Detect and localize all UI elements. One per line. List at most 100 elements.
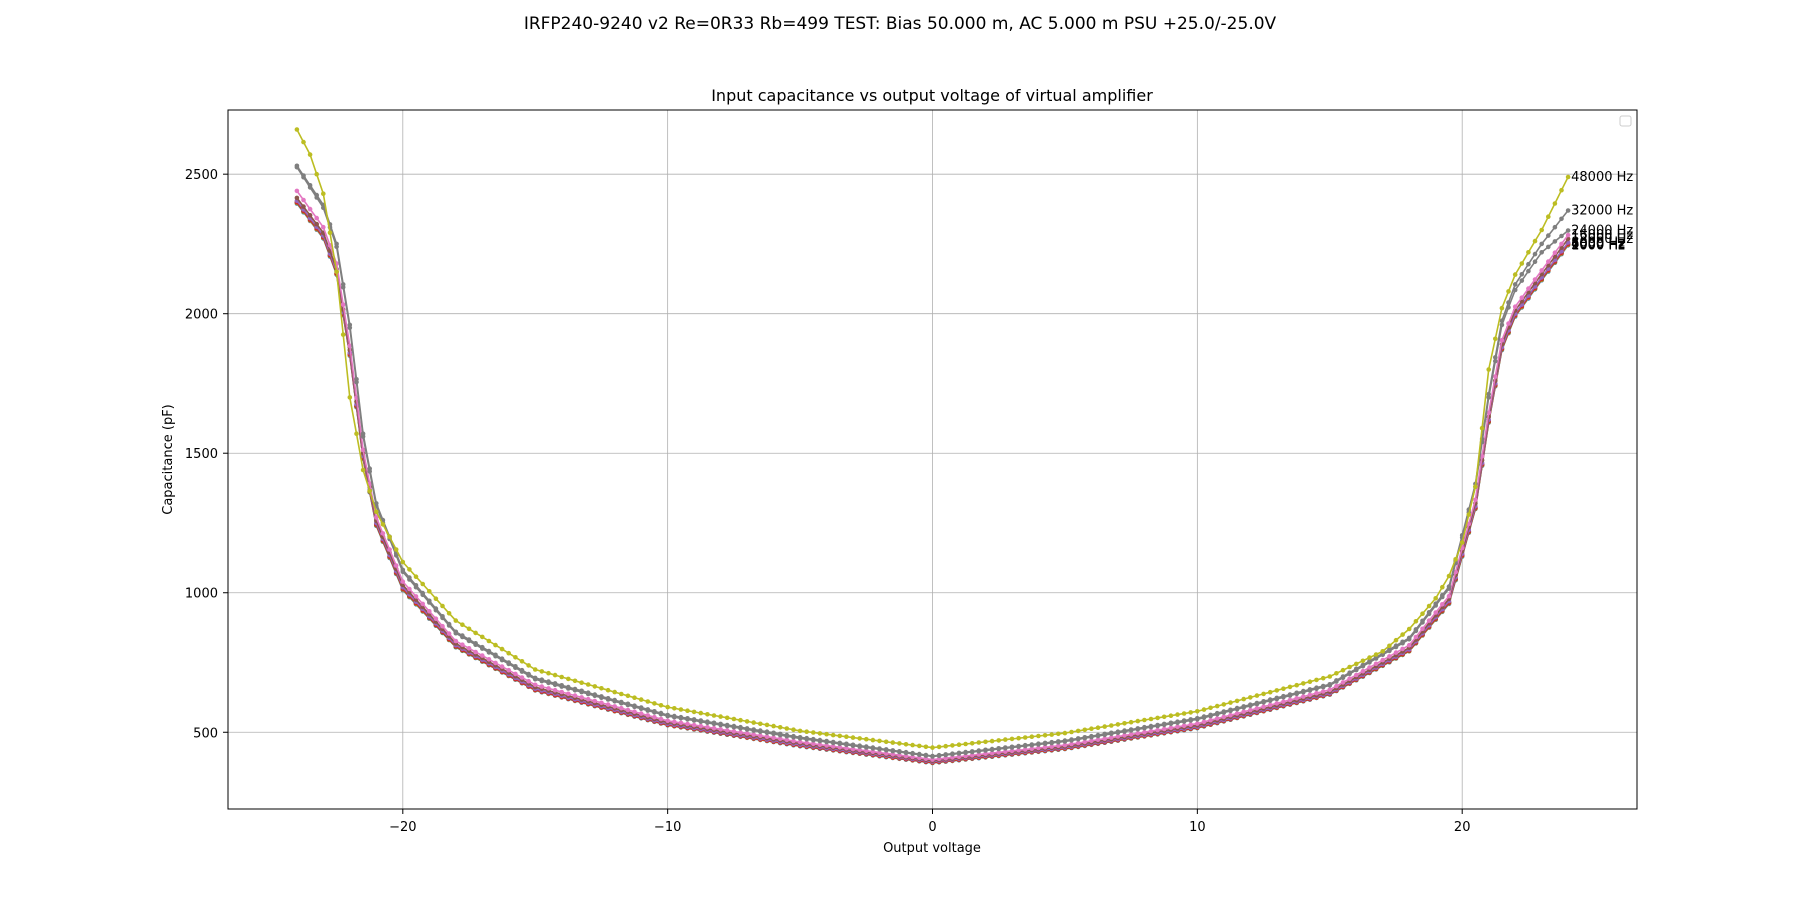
data-point <box>1559 233 1564 239</box>
data-point <box>1115 722 1121 727</box>
data-point <box>698 723 704 729</box>
data-point <box>1334 671 1339 676</box>
data-point <box>1406 626 1412 632</box>
data-point <box>539 684 545 689</box>
data-point <box>1420 618 1425 624</box>
data-point <box>1009 748 1015 754</box>
data-point <box>698 718 704 723</box>
data-point <box>1446 573 1452 579</box>
data-point <box>493 652 498 658</box>
data-point <box>1380 657 1385 663</box>
data-point <box>486 648 492 654</box>
data-point <box>1393 643 1399 648</box>
x-tick-label: 10 <box>1189 820 1206 835</box>
data-point <box>1546 244 1551 250</box>
data-point <box>1565 228 1571 233</box>
data-point <box>294 163 300 169</box>
data-point <box>804 740 809 746</box>
data-point <box>804 735 809 741</box>
data-point <box>1499 337 1505 343</box>
data-point <box>605 696 611 701</box>
data-point <box>784 726 790 731</box>
data-point <box>963 753 968 759</box>
data-point <box>1274 688 1280 693</box>
data-point <box>883 747 889 752</box>
data-point <box>817 742 823 747</box>
data-point <box>1056 743 1061 749</box>
data-point <box>499 656 505 661</box>
data-point <box>599 700 604 706</box>
data-point <box>625 701 631 707</box>
data-point <box>605 702 611 707</box>
data-point <box>678 707 684 712</box>
data-point <box>486 638 492 644</box>
data-point <box>665 704 670 710</box>
data-point <box>559 674 564 680</box>
data-point <box>658 703 664 708</box>
data-point <box>791 733 796 739</box>
data-point <box>1095 737 1101 742</box>
data-point <box>930 753 935 759</box>
data-point <box>917 755 922 761</box>
data-point <box>453 638 459 644</box>
data-point <box>817 737 823 743</box>
data-point <box>672 713 677 719</box>
data-point <box>943 752 948 757</box>
x-tick-label: −10 <box>654 820 681 835</box>
data-point <box>1506 321 1511 326</box>
data-point <box>480 644 485 650</box>
data-point <box>1420 626 1425 632</box>
data-point <box>1327 674 1333 679</box>
data-point <box>1360 662 1366 668</box>
data-point <box>519 675 525 680</box>
data-point <box>1142 724 1147 730</box>
data-point <box>771 723 776 729</box>
data-point <box>969 741 975 746</box>
data-point <box>837 745 843 750</box>
data-point <box>1281 699 1286 704</box>
data-point <box>691 709 697 715</box>
data-point <box>552 687 558 693</box>
data-point <box>718 727 723 732</box>
data-point <box>1267 702 1273 708</box>
data-point <box>1122 721 1127 726</box>
data-point <box>897 749 902 754</box>
series-end-label: 32000 Hz <box>1571 203 1633 218</box>
data-point <box>1234 705 1240 711</box>
data-point <box>592 684 598 689</box>
data-point <box>1453 557 1458 562</box>
data-point <box>844 745 849 751</box>
data-point <box>1294 682 1299 688</box>
data-point <box>724 728 730 733</box>
data-point <box>1552 201 1558 206</box>
data-point <box>427 609 432 614</box>
data-point <box>546 686 551 691</box>
data-point <box>619 699 624 705</box>
data-point <box>354 377 359 382</box>
data-point <box>824 743 829 748</box>
data-point <box>566 676 571 682</box>
data-point <box>1075 736 1081 741</box>
data-point <box>1029 734 1035 739</box>
data-point <box>784 737 790 743</box>
y-tick-label: 2000 <box>185 308 218 323</box>
data-point <box>1512 272 1518 277</box>
data-point <box>1109 730 1114 736</box>
data-point <box>1181 718 1187 723</box>
data-point <box>1228 707 1233 713</box>
data-point <box>440 603 445 609</box>
data-point <box>526 663 531 668</box>
data-point <box>632 695 637 700</box>
data-point <box>718 714 723 719</box>
data-point <box>903 742 909 747</box>
data-point <box>1367 655 1372 660</box>
data-point <box>1565 232 1571 238</box>
data-point <box>751 720 756 725</box>
data-point <box>850 746 856 752</box>
data-point <box>1115 729 1121 734</box>
data-point <box>1426 603 1432 609</box>
data-point <box>751 732 756 737</box>
data-point <box>1334 683 1339 689</box>
